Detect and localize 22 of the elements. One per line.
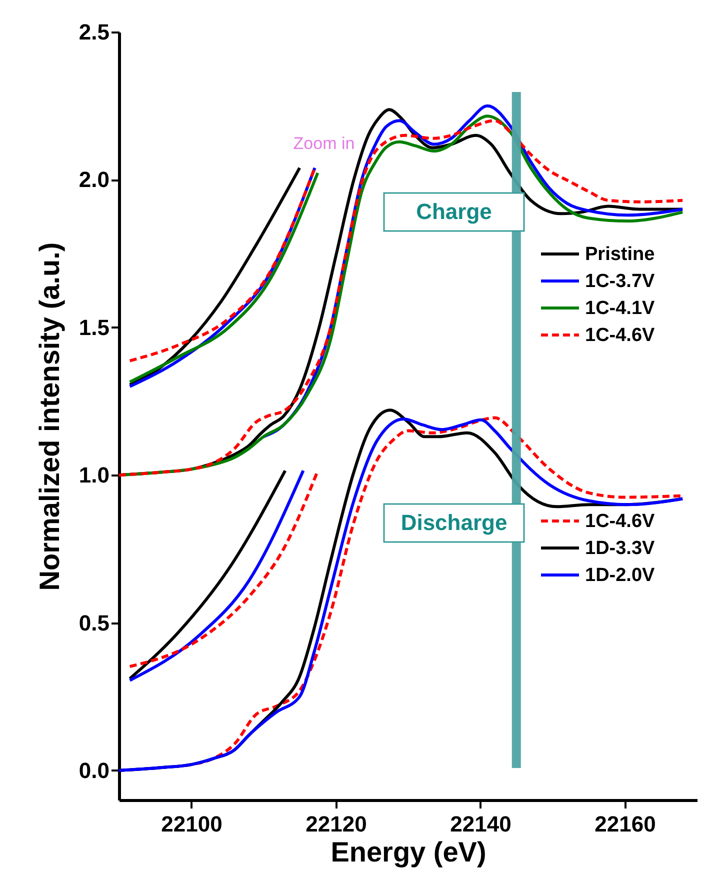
x-tick-label: 22120 [306,812,367,836]
legend-label: 1D-3.3V [585,538,656,559]
annotation: Discharge [400,510,508,535]
legend-label: 1D-2.0V [585,565,656,586]
annotation: Charge [416,199,492,224]
x-tick-label: 22140 [450,812,512,836]
annotation: Zoom in [293,134,355,153]
legend-label: 1C-4.6V [585,511,656,532]
legend-label: 1C-4.6V [585,325,656,346]
y-tick-label: 1.5 [78,314,110,340]
y-tick-label: 0.0 [78,758,110,783]
legend-label: Pristine [585,244,655,265]
y-tick-label: 0.5 [78,610,110,636]
y-axis-title: Normalized intensity (a.u.) [34,242,65,591]
y-tick-label: 2.5 [78,20,110,44]
legend-label: 1C-4.1V [585,298,656,319]
x-tick-label: 22100 [161,812,222,836]
legend-label: 1C-3.7V [585,271,656,292]
y-tick-label: 2.0 [78,167,110,192]
y-tick-label: 1.0 [78,462,110,488]
x-axis-title: Energy (eV) [330,836,486,868]
x-tick-label: 22160 [594,812,656,836]
